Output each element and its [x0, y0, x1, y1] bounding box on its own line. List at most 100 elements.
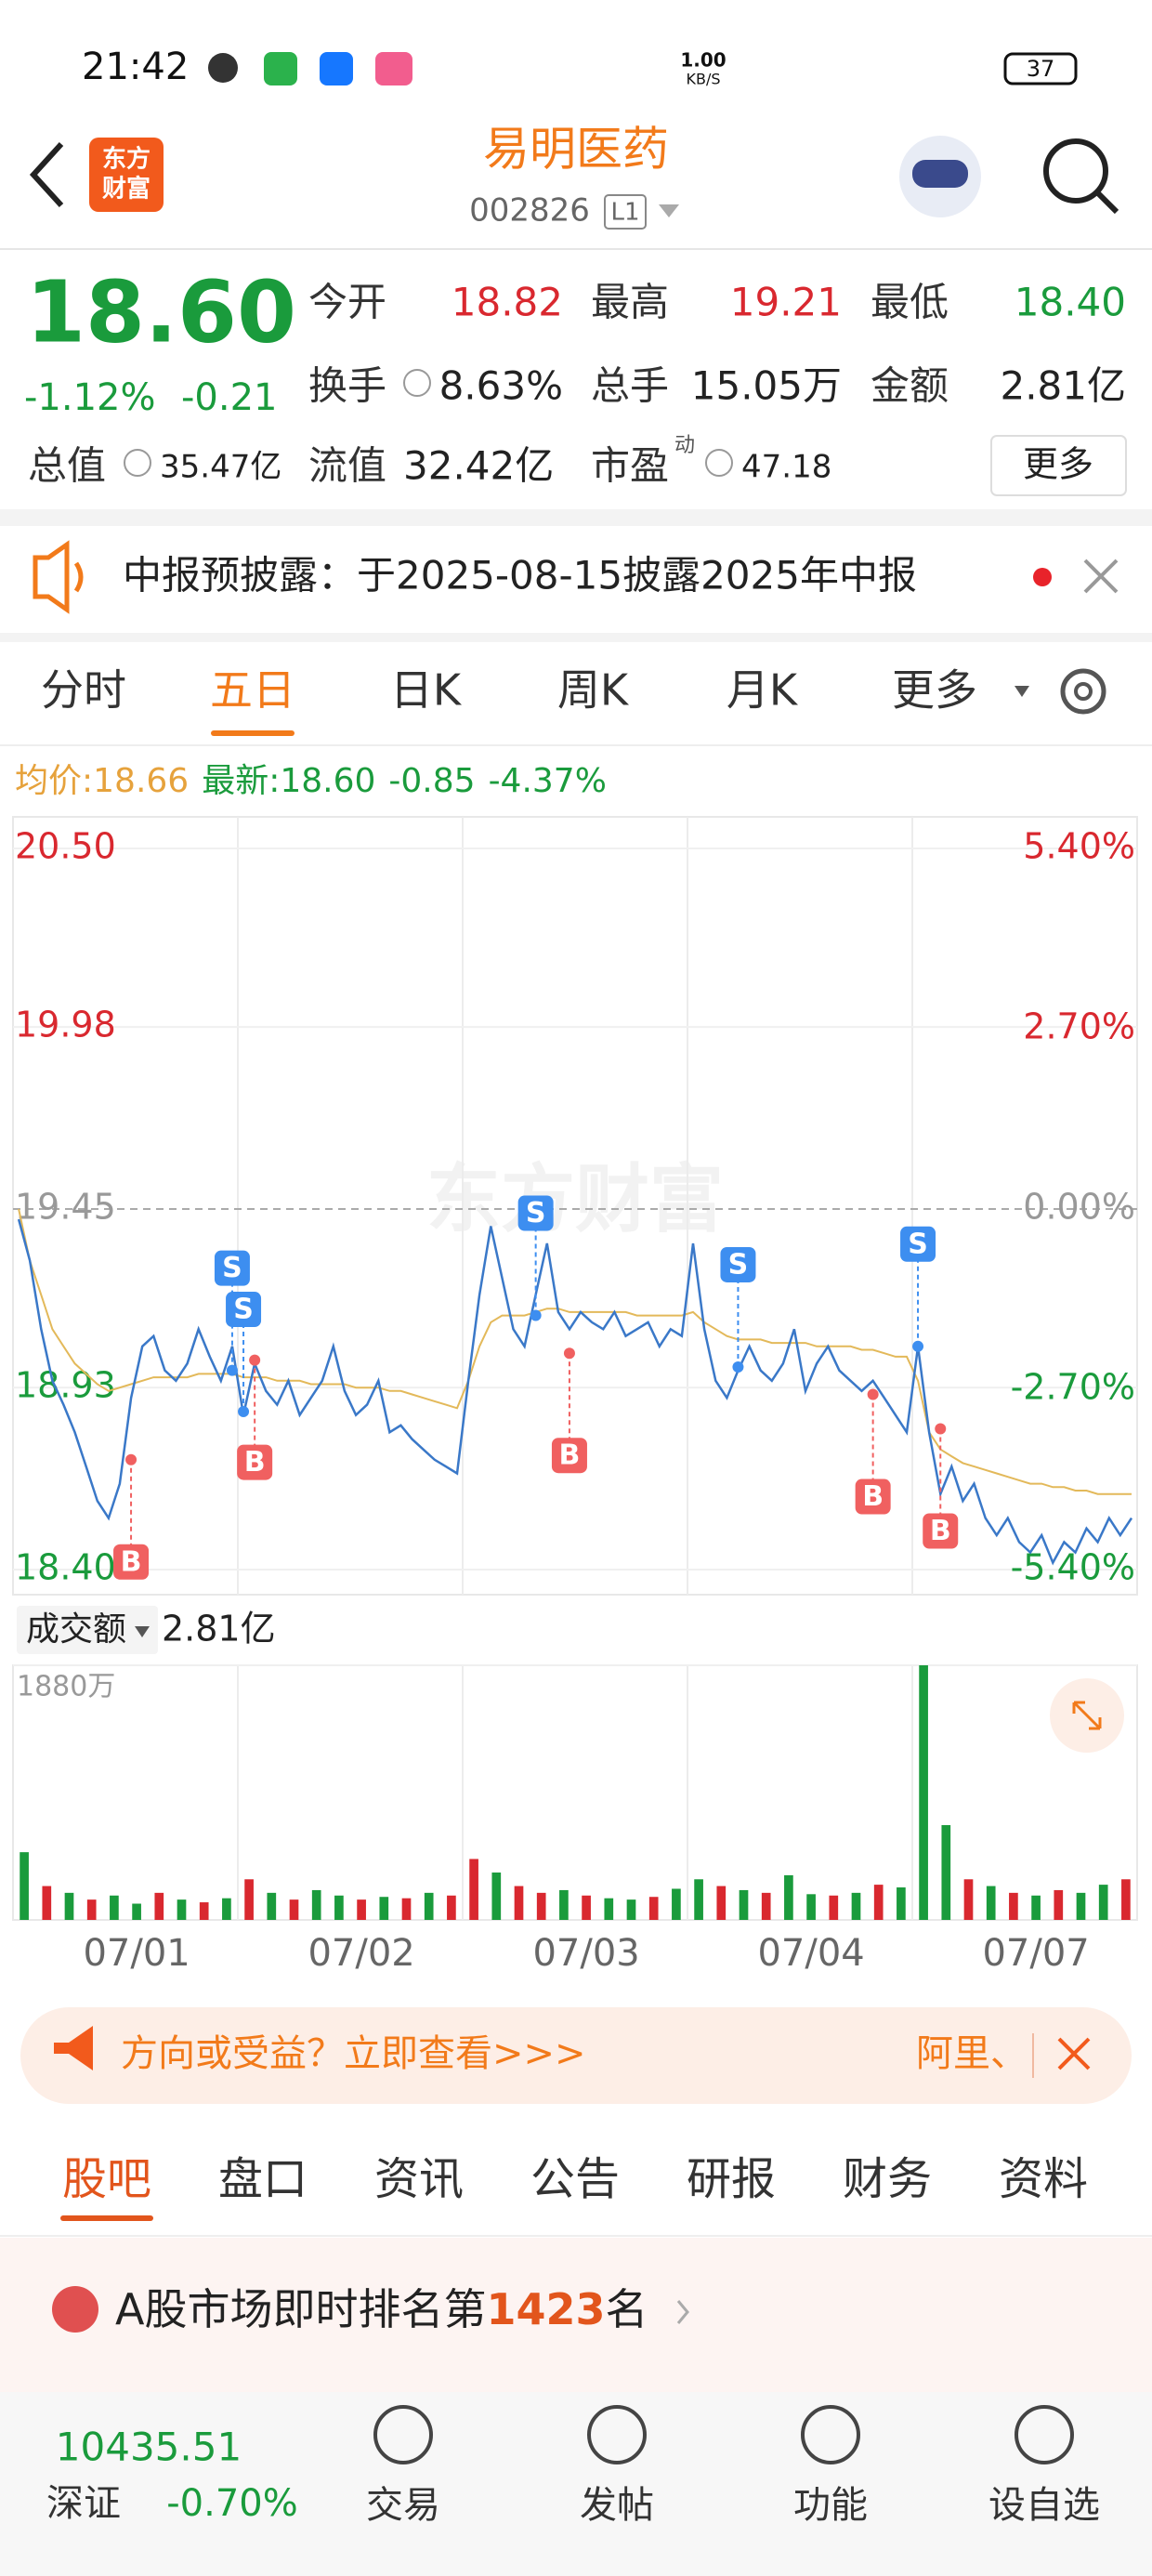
back-button[interactable] [29, 141, 64, 208]
nav-label[interactable]: 交易 [366, 2484, 440, 2527]
volume-bar [761, 1892, 771, 1920]
volume-bar [379, 1897, 389, 1920]
volume-bar [424, 1892, 434, 1920]
volume-bar [963, 1879, 974, 1920]
section-tab[interactable]: 公告 [530, 2153, 620, 2205]
spacer [0, 509, 1152, 526]
section-tab[interactable]: 研报 [687, 2153, 776, 2205]
trade-badge [855, 1479, 891, 1515]
volume-selector[interactable] [17, 1606, 158, 1654]
volume-chart: 成交额 2.81亿 1880万 07/01 07/02 07/03 07/04 07/07 [12, 1606, 1138, 1975]
speaker-icon [33, 540, 70, 614]
volume-bar [897, 1887, 906, 1920]
volume-bar [1054, 1889, 1064, 1920]
search-button[interactable] [1043, 138, 1108, 204]
volume-bar [86, 1899, 97, 1920]
net-speed: 1.00 [680, 49, 726, 72]
volume-bar [941, 1824, 951, 1920]
chart-tab[interactable]: 日K [390, 665, 463, 716]
volume-bar [1009, 1892, 1018, 1920]
trade-badge [517, 1195, 554, 1231]
volume-bar [64, 1892, 74, 1920]
field-value: 47.18 [741, 449, 831, 486]
volume-bar [132, 1903, 141, 1920]
volume-bar [154, 1892, 164, 1920]
info-change: -0.85 [388, 762, 475, 800]
trade-point [912, 1340, 924, 1352]
section-tab[interactable]: 股吧 [62, 2153, 151, 2205]
field-label: 总值 [28, 443, 106, 489]
chart-tabs: 分时 五日 日K 周K 月K 更多 [41, 665, 977, 736]
bili-icon [375, 52, 412, 85]
field-sup: 动 [674, 434, 695, 457]
price-line [17, 1218, 1133, 1566]
ranking-arrow [676, 2300, 689, 2324]
section-tabs: 股吧 盘口 资讯 公告 研报 财务 资料 [60, 2153, 1088, 2221]
ranking-panel [0, 2238, 1152, 2392]
info-icon [403, 369, 431, 397]
field-label: 换手 [308, 363, 386, 409]
info-latest-label: 最新: [202, 762, 280, 800]
volume-bar [357, 1899, 366, 1920]
ranking[interactable]: A股市场即时排名第1423名 [115, 2284, 648, 2334]
tab-underline [211, 730, 295, 736]
chart-tab[interactable]: 周K [557, 665, 630, 716]
trade-badge [113, 1544, 150, 1580]
chart-tab[interactable]: 月K [727, 665, 799, 716]
y2-tick-label: 0.00% [1023, 1187, 1135, 1228]
settings-button[interactable] [1060, 668, 1106, 715]
banner[interactable] [20, 2007, 1132, 2104]
expand-icon [1072, 1701, 1102, 1730]
volume-bar [648, 1897, 659, 1920]
x-tick-label: 07/04 [757, 1932, 864, 1975]
trade-badge-label: B [244, 1446, 266, 1479]
y-tick-label: 18.40 [15, 1547, 116, 1588]
more-button[interactable] [990, 435, 1127, 496]
nav-label[interactable]: 功能 [793, 2484, 868, 2527]
logo-text: 财富 [102, 175, 151, 204]
nav-label[interactable]: 设自选 [988, 2484, 1100, 2527]
chart-tab[interactable]: 更多 [892, 665, 977, 716]
volume-bar [469, 1859, 478, 1920]
volume-bar [986, 1886, 996, 1920]
level-text: L1 [610, 199, 639, 227]
x-tick-label: 07/03 [532, 1932, 639, 1975]
volume-bar [447, 1895, 456, 1920]
logo[interactable] [89, 138, 164, 212]
volume-bar [110, 1895, 119, 1920]
section-tab[interactable]: 资讯 [374, 2153, 464, 2205]
chart-frame [12, 816, 1138, 1596]
nav-label[interactable]: 发帖 [580, 2484, 654, 2527]
volume-bar [739, 1889, 749, 1920]
notice-text[interactable]: 中报预披露：于2025-08-15披露2025年中报 [123, 553, 917, 598]
volume-bar [784, 1874, 793, 1920]
section-tab[interactable]: 盘口 [218, 2153, 308, 2205]
banner-close[interactable] [1057, 2037, 1091, 2070]
trade-badge-label: S [728, 1248, 749, 1281]
average-line [18, 1208, 1132, 1495]
section-tab[interactable]: 财务 [843, 2153, 932, 2205]
volume-bar [806, 1894, 816, 1920]
ranking-number: 1423 [486, 2284, 605, 2334]
code-dropdown[interactable] [659, 204, 679, 217]
index-value[interactable]: 10435.51 [56, 2425, 242, 2470]
chart-tab[interactable]: 五日 [210, 665, 295, 716]
field-value: 18.82 [452, 280, 563, 325]
wechat-icon [208, 53, 238, 83]
trade-badge-label: B [930, 1515, 951, 1547]
battery-level: 37 [1027, 56, 1055, 82]
trade-badge [551, 1438, 587, 1474]
close-notice[interactable] [1083, 559, 1119, 594]
y2-tick-label: -2.70% [1011, 1367, 1135, 1408]
speaker-wave [73, 561, 84, 593]
section-tab[interactable]: 资料 [999, 2153, 1088, 2205]
settings-core [1074, 682, 1093, 701]
volume-bar [311, 1889, 321, 1920]
price-info: 均价:18.66 最新:18.60 -0.85 -4.37% [15, 762, 607, 800]
robot-face [912, 160, 968, 188]
trade-badge [720, 1246, 756, 1282]
chart-tab[interactable]: 分时 [41, 665, 126, 716]
field-value: 8.63% [439, 363, 563, 409]
volume-bar [582, 1895, 591, 1920]
